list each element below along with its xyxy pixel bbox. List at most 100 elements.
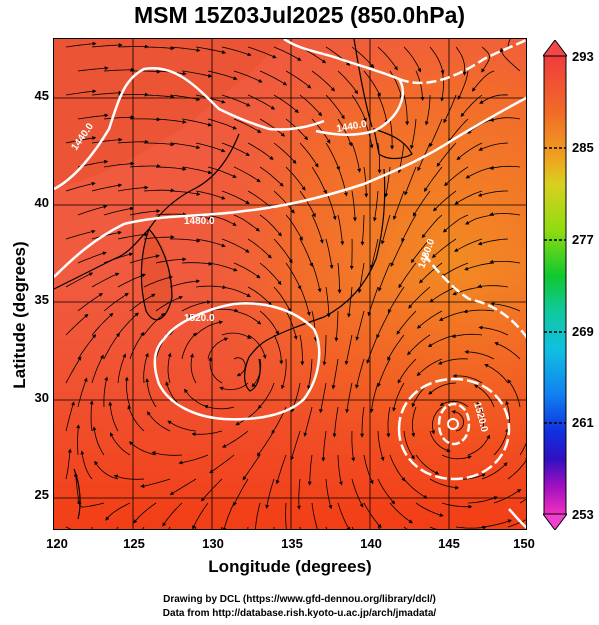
streamline-230 (407, 334, 431, 356)
streamline-270 (77, 377, 88, 408)
streamline-201 (155, 295, 183, 312)
streamline-183 (143, 275, 173, 288)
streamline-140 (421, 214, 443, 239)
streamline-4 (169, 46, 201, 53)
streamline-336 (377, 478, 396, 505)
credit-drawing: Drawing by DCL (https://www.gfd-dennou.o… (163, 594, 436, 605)
colorbar-top-arrow (543, 40, 567, 57)
streamline-191 (347, 286, 353, 318)
streamline-0 (65, 41, 97, 48)
streamline-319 (415, 454, 440, 475)
streamline-354 (389, 502, 413, 524)
streamline-168 (233, 262, 261, 279)
gridlines (54, 39, 526, 529)
streamline-340 (481, 462, 508, 480)
streamline-262 (319, 382, 327, 414)
streamline-276 (203, 404, 235, 410)
x-tick-120: 120 (46, 536, 68, 551)
streamline-374 (429, 526, 437, 529)
streamline-187 (247, 286, 272, 307)
streamline-217 (91, 312, 114, 336)
streamline-20 (130, 69, 161, 74)
streamline-157 (390, 238, 405, 267)
colorbar-tick-285: 285 (572, 140, 594, 155)
streamline-96 (233, 166, 261, 183)
streamline-69 (447, 118, 469, 143)
streamline-75 (144, 142, 175, 147)
streamline-194 (408, 286, 431, 309)
streamline-167 (207, 262, 238, 272)
streamline-174 (378, 262, 391, 292)
streamline-148 (170, 238, 201, 243)
streamline-277 (235, 406, 261, 426)
streamline-195 (429, 286, 457, 303)
streamline-169 (259, 262, 282, 286)
streamline-202 (181, 300, 212, 312)
streamline-12 (377, 46, 398, 71)
streamline-68 (429, 118, 443, 148)
streamline-233 (478, 325, 509, 336)
streamline-344 (105, 502, 131, 521)
streamline-324 (65, 448, 72, 480)
streamline-143 (489, 212, 521, 217)
streamline-81 (299, 142, 319, 168)
streamline-137 (360, 214, 365, 246)
streamline-83 (351, 142, 362, 173)
streamline-223 (247, 334, 267, 360)
streamline-349 (255, 502, 261, 529)
streamline-281 (360, 406, 365, 438)
streamline-210 (376, 310, 391, 339)
streamline-308 (110, 432, 131, 456)
streamline-229 (387, 334, 405, 361)
streamline-127 (103, 206, 134, 216)
streamline-147 (143, 235, 175, 240)
streamline-180 (65, 272, 94, 288)
contour-1440-east (398, 39, 526, 85)
streamline-144 (65, 229, 96, 240)
x-axis-label: Longitude (degrees) (208, 557, 372, 576)
colorbar-gradient (543, 55, 567, 515)
streamline-42 (221, 94, 251, 107)
streamline-251 (494, 342, 521, 360)
streamline-158 (410, 238, 431, 264)
streamline-92 (129, 164, 161, 169)
streamline-327 (113, 474, 145, 480)
streamline-254 (117, 353, 127, 384)
coastline-korea (140, 228, 173, 321)
streamline-296 (256, 430, 275, 457)
streamline-160 (454, 238, 483, 252)
streamline-156 (370, 238, 379, 270)
streamline-26 (285, 70, 312, 89)
streamline-122 (412, 190, 431, 217)
streamline-265 (392, 382, 405, 412)
streamline-355 (415, 502, 444, 517)
streamline-84 (377, 142, 382, 174)
streamline-285 (439, 400, 469, 408)
streamline-109 (91, 183, 123, 192)
streamline-211 (396, 310, 417, 335)
streamline-287 (507, 379, 521, 408)
streamline-151 (247, 238, 272, 259)
streamline-24 (233, 70, 263, 83)
streamline-235 (103, 332, 120, 360)
streamline-224 (273, 334, 284, 365)
streamline-178 (464, 262, 495, 271)
streamline-315 (307, 454, 313, 486)
streamline-321 (467, 434, 490, 456)
streamline-34 (471, 70, 495, 92)
colorbar-tick-261: 261 (572, 415, 594, 430)
streamline-328 (140, 478, 171, 488)
streamline-358 (493, 488, 522, 504)
streamline-206 (285, 310, 298, 340)
streamline-337 (403, 478, 428, 499)
streamline-35 (499, 47, 521, 72)
streamline-162 (77, 251, 107, 264)
streamline-87 (436, 142, 457, 167)
streamline-303 (451, 410, 465, 432)
streamline-22 (181, 70, 213, 78)
streamline-176 (418, 262, 443, 284)
streamline-346 (162, 502, 183, 527)
streamline-348 (222, 502, 235, 529)
streamline-301 (403, 430, 415, 460)
x-tick-130: 130 (202, 536, 224, 551)
